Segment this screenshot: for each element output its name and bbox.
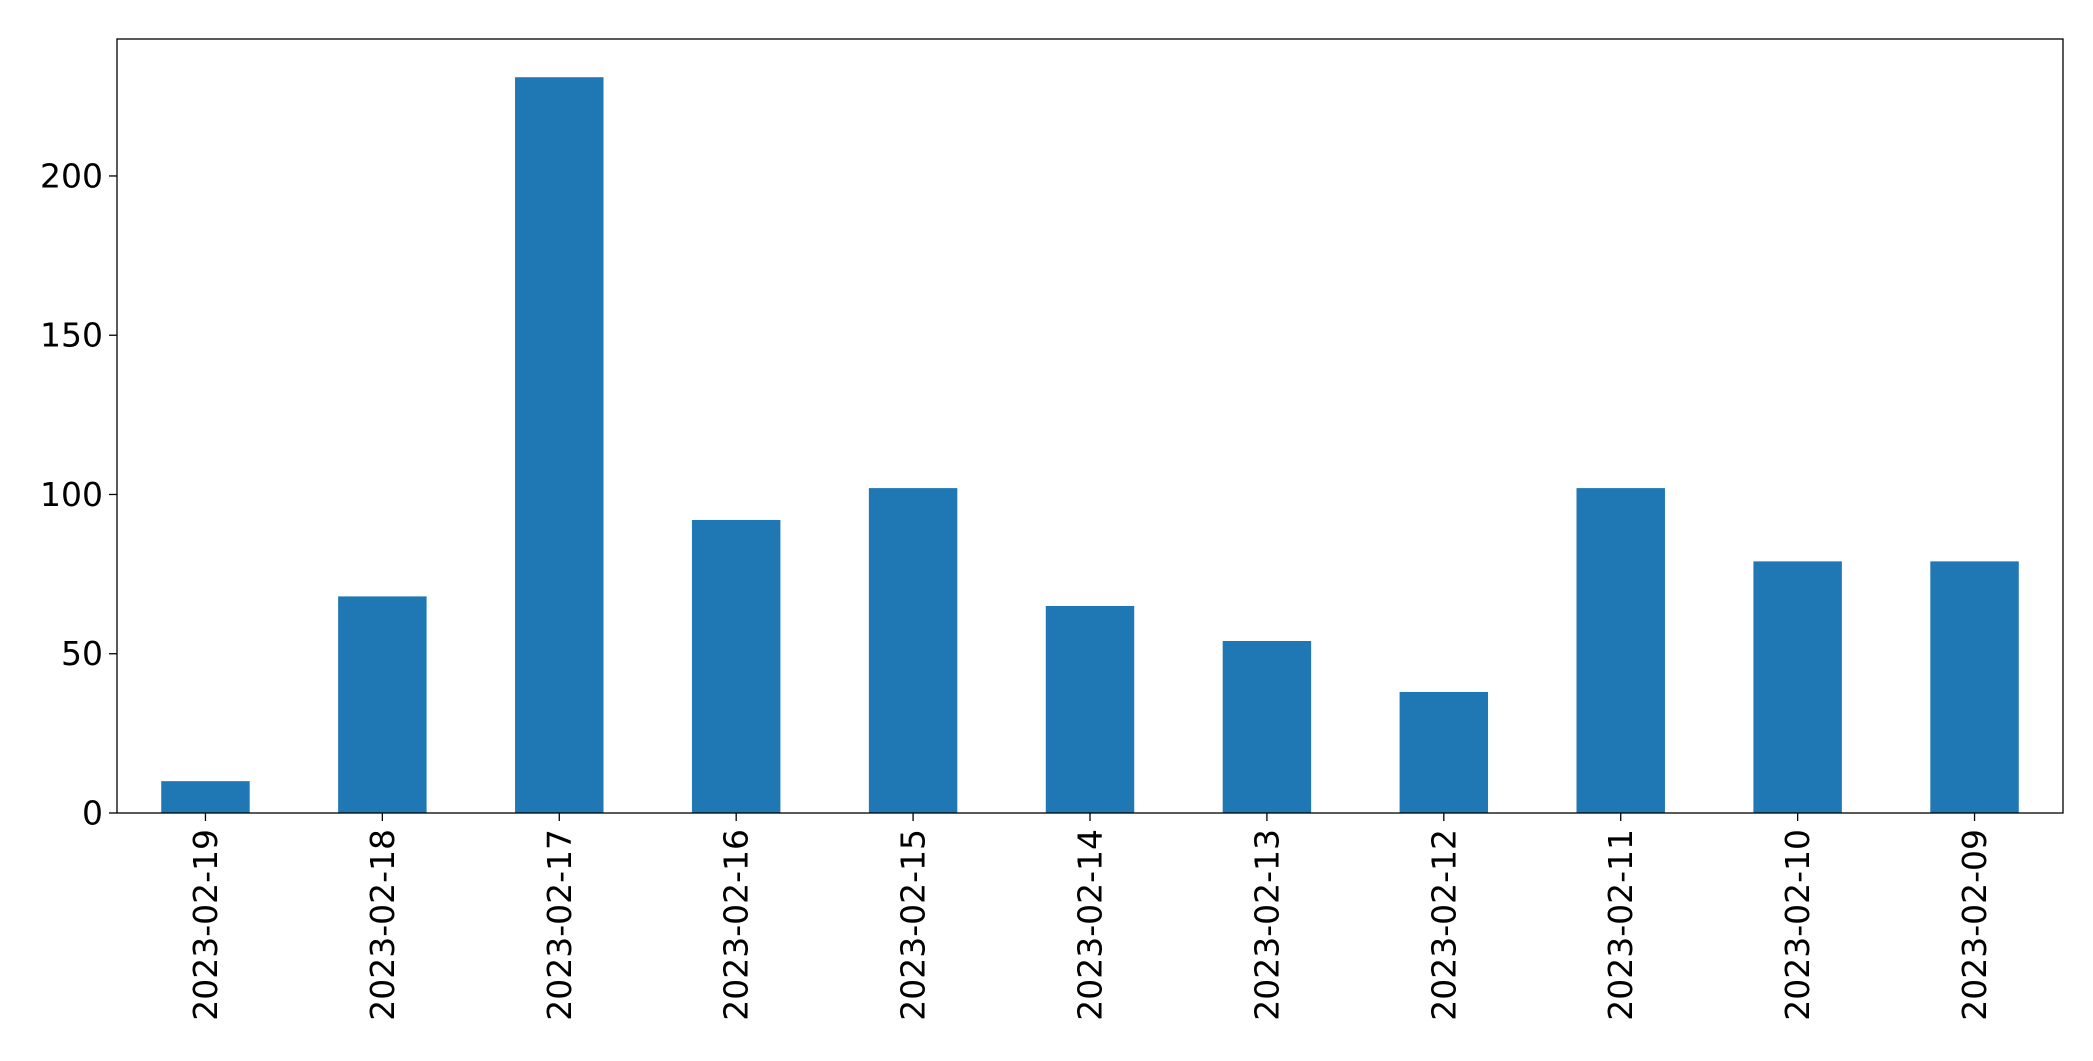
y-tick-label: 0 xyxy=(82,794,103,833)
bar-2023-02-17 xyxy=(515,77,604,813)
x-axis: 2023-02-19 2023-02-18 2023-02-17 2023-02-16… xyxy=(186,813,1994,1021)
bar-2023-02-09 xyxy=(1930,561,2019,813)
bar-2023-02-11 xyxy=(1576,488,1665,813)
y-tick-label: 150 xyxy=(40,316,103,355)
y-tick-label: 50 xyxy=(61,634,103,673)
bar-2023-02-12 xyxy=(1399,691,1489,813)
bar-2023-02-18 xyxy=(338,596,427,813)
bar-2023-02-10 xyxy=(1753,561,1842,813)
plot-frame xyxy=(116,38,2064,814)
bar-2023-02-15 xyxy=(868,488,958,813)
bars-group xyxy=(161,77,2019,813)
x-tick-label: 2023-02-11 xyxy=(1601,829,1640,1021)
x-tick-label: 2023-02-19 xyxy=(186,829,225,1021)
x-tick-label: 2023-02-10 xyxy=(1778,829,1817,1021)
bar-2023-02-16 xyxy=(691,519,781,813)
bar-2023-02-13 xyxy=(1222,641,1312,813)
y-tick-label: 100 xyxy=(40,475,103,514)
x-tick-label: 2023-02-15 xyxy=(894,829,933,1021)
x-tick-label: 2023-02-12 xyxy=(1424,829,1463,1021)
x-tick-label: 2023-02-16 xyxy=(717,829,756,1021)
bar-2023-02-19 xyxy=(161,781,250,813)
x-tick-label: 2023-02-14 xyxy=(1071,829,1110,1021)
x-tick-label: 2023-02-09 xyxy=(1955,829,1994,1021)
x-tick-label: 2023-02-18 xyxy=(363,829,402,1021)
y-axis: 0 50 100 150 200 xyxy=(40,156,117,833)
x-tick-label: 2023-02-17 xyxy=(540,829,579,1021)
x-tick-label: 2023-02-13 xyxy=(1247,829,1286,1021)
bar-2023-02-14 xyxy=(1045,605,1135,813)
y-tick-label: 200 xyxy=(40,156,103,195)
